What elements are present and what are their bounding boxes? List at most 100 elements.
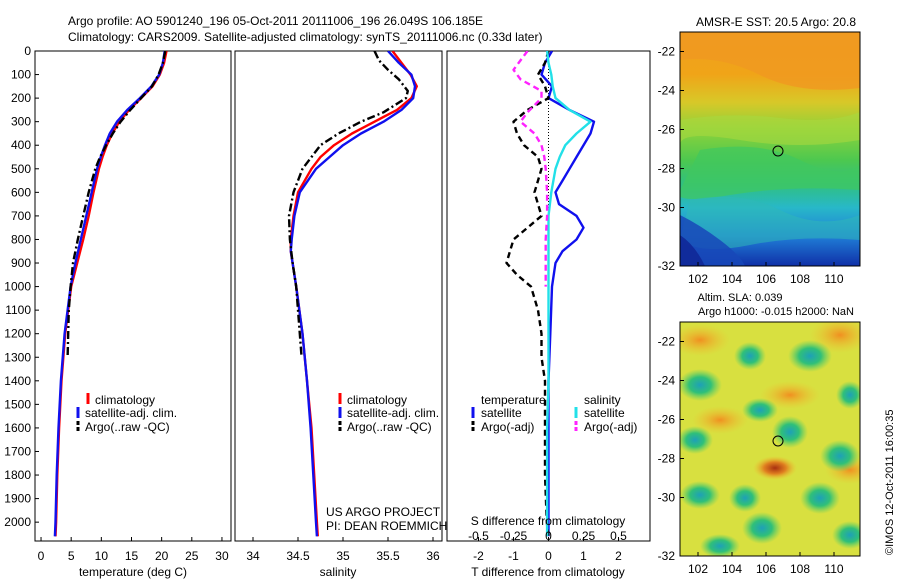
depth-tick-label: 1400 [4, 374, 31, 388]
map-top-y-axis: -22 -24 -26 -28 -30 -32 [658, 45, 684, 273]
depth-tick-label: 400 [11, 138, 31, 152]
depth-tick-label: 1100 [5, 303, 31, 317]
series-line-t-argo-adj- [505, 51, 550, 537]
map-x-tick-label: 110 [824, 562, 843, 576]
depth-tick-label: 300 [11, 115, 31, 129]
x-tick-label: 34 [246, 549, 260, 563]
series-line-argo-raw-qc- [66, 51, 167, 358]
x-tick-label: -2 [473, 549, 484, 563]
x2-tick-label: -0.5 [468, 529, 489, 543]
series-line-climatology [54, 51, 168, 537]
header-title-line2: Climatology: CARS2009. Satellite-adjuste… [68, 30, 542, 44]
map-bottom-image [680, 322, 860, 556]
x-tick-label: 36 [426, 549, 440, 563]
map-y-tick-label: -24 [658, 84, 676, 98]
depth-tick-label: 800 [11, 232, 31, 246]
x-tick-label: 35.5 [376, 549, 400, 563]
x-tick-label: 2 [615, 549, 622, 563]
map-y-tick-label: -28 [658, 452, 676, 466]
x-tick-label: 10 [95, 549, 109, 563]
x2-tick-label: 0.5 [610, 529, 627, 543]
depth-tick-label: 200 [11, 91, 31, 105]
salinity-legend-argo: Argo(..raw -QC) [347, 420, 432, 434]
salinity-panel-frame [234, 50, 443, 542]
map-y-tick-label: -22 [658, 335, 676, 349]
map-y-tick-label: -22 [658, 45, 676, 59]
x2-tick-label: 0 [545, 529, 552, 543]
temperature-panel-frame [34, 50, 232, 542]
difference-xlabel-temperature: T difference from climatology [471, 565, 625, 579]
map-x-tick-label: 102 [688, 562, 708, 576]
map-bottom-frame [679, 321, 861, 557]
map-y-tick-label: -24 [658, 374, 676, 388]
map-x-tick-label: 108 [790, 562, 810, 576]
map-x-tick-label: 108 [790, 272, 810, 286]
map-bottom-title-2: Argo h1000: -0.015 h2000: NaN [698, 306, 854, 318]
map-x-tick-label: 110 [824, 272, 843, 286]
map-y-tick-label: -30 [658, 201, 676, 215]
temperature-series [53, 51, 168, 537]
series-line-climatology [289, 51, 418, 537]
map-top-title: AMSR-E SST: 20.5 Argo: 20.8 [696, 15, 856, 29]
temperature-x-axis: 0 5 10 15 20 25 30 [38, 537, 229, 563]
depth-tick-label: 600 [11, 185, 31, 199]
depth-tick-label: 900 [11, 256, 31, 270]
depth-tick-label: 500 [11, 162, 31, 176]
salinity-x-axis: 34 34.5 35 35.5 36 [246, 537, 440, 563]
temperature-legend-climatology: climatology [95, 393, 155, 407]
depth-tick-label: 1600 [4, 421, 31, 435]
salinity-legend-climatology: climatology [347, 393, 407, 407]
map-top-argo-marker [772, 145, 784, 157]
difference-legend-header-temperature: temperature [481, 393, 546, 407]
difference-legend-t-satellite: satellite [481, 406, 522, 420]
map-x-tick-label: 104 [722, 272, 742, 286]
x-tick-label: 30 [215, 549, 229, 563]
x-tick-label: 34.5 [286, 549, 310, 563]
depth-tick-label: 1900 [4, 492, 31, 506]
x-tick-label: 35 [336, 549, 350, 563]
depth-tick-label: 1000 [4, 280, 31, 294]
difference-xlabel-salinity: S difference from climatology [471, 514, 626, 528]
map-y-tick-label: -26 [658, 413, 676, 427]
x-tick-label: 0 [545, 549, 552, 563]
header-title-line1: Argo profile: AO 5901240_196 05-Oct-2011… [68, 14, 483, 28]
map-bottom-argo-marker [772, 435, 784, 447]
map-x-tick-label: 102 [688, 272, 708, 286]
salinity-xlabel: salinity [320, 565, 357, 579]
map-y-tick-label: -30 [658, 491, 676, 505]
map-x-tick-label: 106 [756, 272, 776, 286]
temperature-legend: climatology satellite-adj. clim. Argo(..… [76, 393, 177, 434]
map-y-tick-label: -32 [658, 259, 676, 273]
map-top-image [680, 32, 860, 266]
x-tick-label: 25 [185, 549, 199, 563]
depth-axis: 0 100 200 300 400 500 600 700 800 900 1000 1100 1200… [4, 44, 39, 529]
series-line-s-argo-adj- [512, 51, 549, 287]
difference-legend-header-salinity: salinity [584, 393, 621, 407]
difference-legend: temperature salinity satellite Argo(-adj… [471, 393, 637, 434]
difference-series [505, 51, 596, 537]
x-tick-label: 15 [125, 549, 139, 563]
series-line-s-satellite [545, 51, 592, 537]
difference-legend-s-argo: Argo(-adj) [584, 420, 637, 434]
map-x-tick-label: 104 [722, 562, 742, 576]
x-tick-label: 0 [38, 549, 45, 563]
temperature-legend-satellite: satellite-adj. clim. [85, 406, 177, 420]
series-line-satellite-adj-clim- [53, 51, 166, 537]
depth-tick-label: 1300 [4, 350, 31, 364]
depth-tick-label: 0 [24, 44, 31, 58]
x2-tick-label: -0.25 [500, 529, 528, 543]
x-tick-label: 5 [68, 549, 75, 563]
map-x-tick-label: 106 [756, 562, 776, 576]
depth-tick-label: 1800 [4, 468, 31, 482]
imos-stamp: ©IMOS 12-Oct-2011 16:00:35 [884, 410, 896, 555]
depth-tick-label: 1700 [4, 444, 31, 458]
map-top-frame [679, 31, 861, 267]
difference-legend-s-satellite: satellite [584, 406, 625, 420]
map-bottom-x-axis: 102 104 106 108 110 [688, 552, 844, 576]
depth-tick-label: 2000 [4, 515, 31, 529]
map-bottom-title-1: Altim. SLA: 0.039 [698, 292, 783, 304]
depth-tick-label: 700 [11, 209, 31, 223]
x-tick-label: 1 [580, 549, 587, 563]
map-y-tick-label: -28 [658, 162, 676, 176]
depth-tick-label: 100 [11, 68, 31, 82]
